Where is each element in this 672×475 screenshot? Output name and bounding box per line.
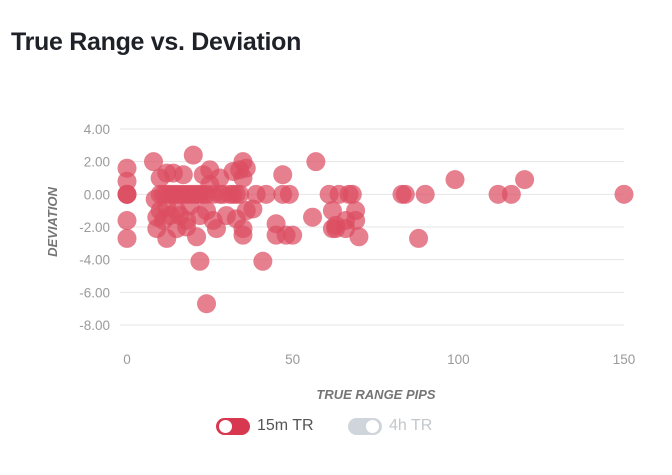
y-tick-label: -2.00 — [79, 220, 110, 235]
x-tick-label: 150 — [613, 352, 636, 367]
data-point — [253, 251, 273, 271]
data-point — [273, 165, 293, 185]
data-point — [515, 170, 535, 190]
data-point — [279, 184, 299, 204]
toggle-switch[interactable] — [348, 417, 382, 435]
data-point — [183, 145, 203, 165]
data-point — [445, 170, 465, 190]
toggle-switch[interactable] — [216, 417, 250, 435]
legend: 15m TR 4h TR — [0, 417, 672, 439]
data-point — [190, 251, 210, 271]
x-tick-label: 0 — [123, 352, 131, 367]
x-axis-title: TRUE RANGE PIPS — [316, 387, 436, 402]
y-tick-label: -6.00 — [79, 285, 110, 300]
y-tick-label: 2.00 — [84, 155, 110, 170]
y-axis-title: DEVIATION — [45, 186, 60, 256]
data-point — [187, 227, 207, 247]
data-point — [236, 158, 256, 178]
data-point — [614, 184, 634, 204]
chart-title: True Range vs. Deviation — [11, 28, 302, 56]
data-point — [322, 201, 342, 221]
data-point — [395, 184, 415, 204]
x-tick-label: 50 — [285, 352, 300, 367]
y-tick-label: 4.00 — [84, 122, 110, 137]
data-point — [173, 165, 193, 185]
legend-item-15m-tr[interactable]: 15m TR — [216, 417, 314, 435]
data-point — [144, 152, 164, 172]
x-axis-ticks: 0 50 100 150 — [123, 352, 635, 367]
data-point — [488, 184, 508, 204]
legend-label: 15m TR — [257, 417, 314, 434]
data-point — [283, 225, 303, 245]
data-point — [230, 184, 250, 204]
data-point — [409, 228, 429, 248]
legend-label: 4h TR — [389, 417, 433, 434]
data-point — [501, 184, 521, 204]
y-tick-label: -8.00 — [79, 318, 110, 333]
scatter-chart: 4.00 2.00 0.00 -2.00 -4.00 -6.00 -8.00 0 50 100 1… — [45, 122, 635, 402]
x-tick-label: 100 — [447, 352, 470, 367]
data-point — [117, 158, 137, 178]
y-tick-label: 0.00 — [84, 187, 110, 202]
data-point — [117, 184, 137, 204]
y-axis-ticks: 4.00 2.00 0.00 -2.00 -4.00 -6.00 -8.00 — [79, 122, 110, 333]
data-point — [197, 294, 217, 314]
data-point — [342, 184, 362, 204]
legend-item-4h-tr[interactable]: 4h TR — [348, 417, 432, 435]
data-point — [117, 210, 137, 230]
data-point — [346, 210, 366, 230]
data-points — [117, 145, 634, 314]
data-point — [206, 219, 226, 239]
data-point — [415, 184, 435, 204]
toggle-knob — [366, 419, 379, 433]
data-point — [117, 228, 137, 248]
data-point — [306, 152, 326, 172]
data-point — [349, 227, 369, 247]
data-point — [256, 184, 276, 204]
data-point — [243, 199, 263, 219]
data-point — [117, 171, 137, 191]
toggle-knob — [219, 419, 232, 433]
y-tick-label: -4.00 — [79, 253, 110, 268]
data-point — [303, 207, 323, 227]
data-point — [233, 225, 253, 245]
